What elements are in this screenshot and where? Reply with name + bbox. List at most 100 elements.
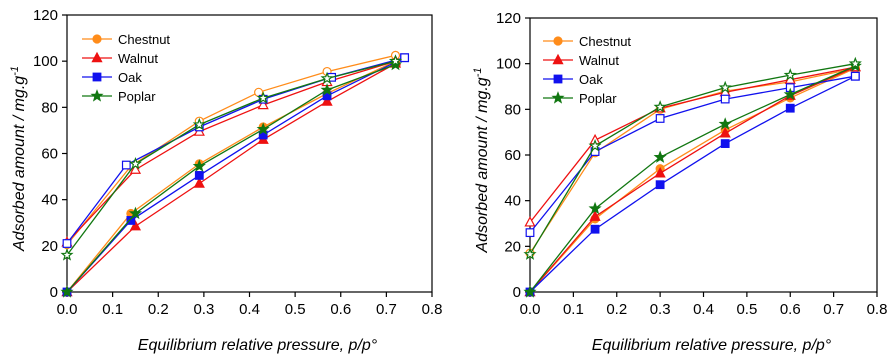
legend-label: Walnut xyxy=(579,53,619,68)
star-marker xyxy=(90,89,104,102)
square-marker xyxy=(400,53,410,63)
star-marker xyxy=(783,87,797,101)
triangle-marker xyxy=(91,51,103,63)
square-marker xyxy=(553,74,563,84)
x-tick-label: 0.8 xyxy=(422,301,443,318)
legend: Chestnut Walnut Oak Poplar xyxy=(543,34,631,106)
square-marker xyxy=(194,171,204,180)
y-tick-label: 20 xyxy=(41,238,58,255)
square-marker xyxy=(720,94,730,104)
chestnut-desorption-line xyxy=(66,54,396,246)
square-marker xyxy=(655,180,665,190)
square-marker xyxy=(590,224,600,234)
star-marker xyxy=(192,117,206,131)
square-marker xyxy=(655,114,665,123)
y-tick-label: 60 xyxy=(41,146,58,163)
x-tick-label: 0.7 xyxy=(376,301,397,318)
chart-panel-right: 0.0 0.1 0.2 0.3 0.4 0.5 0.6 0.7 0.8 0 20 40 60 80 100 1… xyxy=(472,10,887,354)
x-tick-label: 0.8 xyxy=(867,301,888,318)
triangle-marker xyxy=(129,163,142,174)
star-marker xyxy=(128,156,142,170)
walnut-desorption-line xyxy=(529,66,856,223)
star-marker xyxy=(523,285,537,298)
triangle-marker xyxy=(524,216,536,227)
x-axis-title: Equilibrium relative pressure, p/p° xyxy=(138,337,378,354)
poplar-desorption-line xyxy=(66,60,396,256)
star-marker xyxy=(653,100,667,113)
walnut-desorption-line xyxy=(66,60,396,243)
triangle-marker xyxy=(321,95,333,106)
square-marker xyxy=(525,228,535,238)
triangle-marker xyxy=(129,219,142,231)
y-tick-label: 80 xyxy=(41,99,58,116)
y-tick-label: 40 xyxy=(504,193,521,210)
star-marker xyxy=(60,248,74,261)
star-marker xyxy=(588,138,602,152)
y-tick-label: 0 xyxy=(50,284,58,301)
y-tick-label: 80 xyxy=(504,101,521,118)
legend-label: Oak xyxy=(579,72,603,87)
star-marker xyxy=(523,247,537,260)
x-tick-label: 0.1 xyxy=(102,301,123,318)
star-marker xyxy=(388,57,403,71)
star-marker xyxy=(388,54,403,67)
y-axis-title-main: Adsorbed amount / mg.g xyxy=(474,77,491,253)
walnut-adsorption-line xyxy=(66,62,396,293)
x-tick-label: 0.3 xyxy=(650,301,671,318)
triangle-marker xyxy=(589,210,601,221)
legend: Chestnut Walnut Oak Poplar xyxy=(82,32,170,104)
series-poplar xyxy=(523,56,862,298)
x-tick-label: 0.5 xyxy=(285,301,306,318)
y-tick-label: 60 xyxy=(504,147,521,164)
triangle-marker xyxy=(552,53,564,65)
y-tick-label: 100 xyxy=(496,56,521,73)
square-marker xyxy=(720,139,730,148)
y-tick-label: 120 xyxy=(33,7,58,24)
x-tick-label: 0.0 xyxy=(520,301,541,318)
square-marker xyxy=(121,160,131,170)
y-axis-title-superscript: -1 xyxy=(472,68,484,78)
star-marker xyxy=(320,71,334,85)
star-marker xyxy=(653,150,667,163)
series-oak xyxy=(62,53,410,297)
x-tick-label: 0.2 xyxy=(606,301,627,318)
x-tick-label: 0.6 xyxy=(330,301,351,318)
poplar-adsorption-line xyxy=(66,63,396,293)
oak-adsorption-line xyxy=(66,57,405,293)
star-marker xyxy=(588,201,602,215)
square-marker xyxy=(92,72,102,82)
legend-label: Walnut xyxy=(118,51,158,66)
oak-adsorption-line xyxy=(529,75,856,293)
y-tick-label: 40 xyxy=(41,192,58,209)
square-marker xyxy=(785,103,795,113)
x-tick-label: 0.1 xyxy=(563,301,584,318)
series-chestnut xyxy=(62,50,401,297)
x-tick-label: 0.4 xyxy=(239,301,260,318)
y-tick-label: 20 xyxy=(504,238,521,255)
square-marker xyxy=(850,71,860,81)
x-tick-label: 0.6 xyxy=(780,301,801,318)
x-tick-label: 0.0 xyxy=(57,301,78,318)
series-poplar xyxy=(60,54,403,298)
triangle-marker xyxy=(719,127,731,138)
legend-label: Chestnut xyxy=(118,32,170,47)
star-marker xyxy=(256,122,270,135)
star-marker xyxy=(718,80,732,94)
x-tick-label: 0.7 xyxy=(823,301,844,318)
y-axis-title-superscript: -1 xyxy=(9,66,21,76)
poplar-desorption-line xyxy=(529,63,856,255)
square-marker xyxy=(62,239,72,248)
triangle-marker xyxy=(257,98,269,110)
x-axis-title: Equilibrium relative pressure, p/p° xyxy=(592,337,832,354)
walnut-adsorption-line xyxy=(529,66,856,293)
poplar-adsorption-line xyxy=(529,65,856,293)
triangle-marker xyxy=(193,177,205,188)
star-marker xyxy=(128,206,142,220)
y-axis-title: Adsorbed amount / mg.g-1 xyxy=(472,68,491,254)
y-axis-title-main: Adsorbed amount / mg.g xyxy=(11,76,28,252)
series-oak xyxy=(525,71,860,297)
star-marker xyxy=(783,68,797,81)
legend-label: Chestnut xyxy=(579,34,631,49)
x-tick-label: 0.2 xyxy=(148,301,169,318)
star-marker xyxy=(320,83,334,96)
